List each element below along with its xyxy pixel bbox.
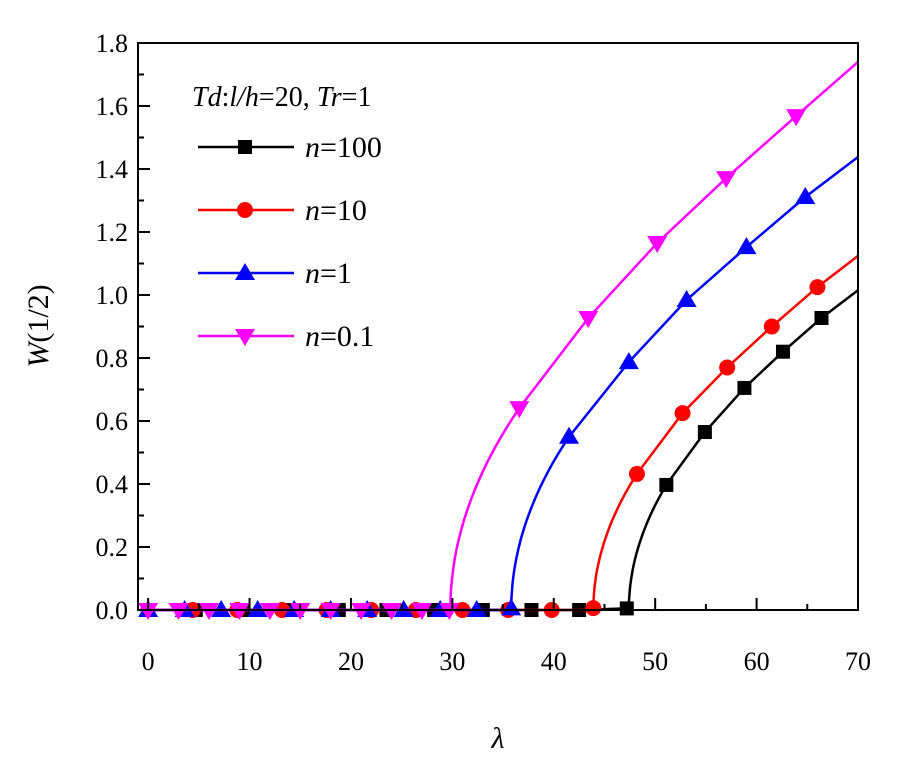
data-point [381,603,402,620]
data-point [259,603,280,620]
data-point [736,237,757,255]
data-point [697,425,712,440]
series-line-1 [140,254,859,612]
annotation: Td:l/h=20, Tr=1 [192,82,371,113]
legend-label: n=10 [305,194,367,227]
legend-label: n=1 [305,257,352,290]
data-point [168,603,189,620]
data-point [411,603,432,620]
data-point [320,603,341,620]
y-tick-label: 1.4 [96,155,129,184]
data-point [247,600,268,617]
data-point [814,310,829,325]
data-point [198,603,219,620]
x-tick-label: 20 [338,647,364,676]
plot-frame [137,42,859,611]
data-point [138,603,159,620]
data-point [674,405,691,422]
x-tick-label: 70 [845,647,871,676]
data-point [466,600,487,617]
y-axis-label: W(1/2) [22,284,55,367]
y-tick-label: 0.0 [96,596,129,625]
data-point [659,477,674,492]
data-point [351,603,372,620]
data-point [619,601,634,616]
legend-marker [235,263,255,280]
y-tick-label: 1.0 [96,281,129,310]
legend-label: n=0.1 [305,320,374,353]
data-point [676,290,697,308]
data-point [558,426,579,444]
x-tick-label: 10 [237,647,263,676]
x-axis-label: λ [491,722,505,755]
data-point [775,344,790,359]
data-point [211,600,232,617]
y-tick-label: 1.2 [96,218,129,247]
x-tick-label: 40 [541,647,567,676]
data-point [647,236,668,254]
data-point [786,109,807,127]
data-point [290,603,311,620]
data-point [716,171,737,189]
y-tick-label: 1.6 [96,92,129,121]
legend-marker [238,140,252,154]
x-axis: 0 10 20 30 40 50 60 70 [142,598,871,676]
y-tick-label: 1.8 [96,29,129,58]
x-tick-label: 50 [642,647,668,676]
data-point [439,603,460,620]
x-tick-label: 60 [744,647,770,676]
legend-marker [235,329,255,346]
data-point [628,465,645,482]
y-tick-label: 0.2 [96,533,129,562]
data-point [509,401,530,419]
data-point [585,600,602,617]
y-tick-label: 0.4 [96,470,129,499]
data-point [737,380,752,395]
data-point [763,318,780,335]
data-point [719,359,736,376]
legend: n=100 n=10 n=1 n=0.1 [198,131,382,353]
y-axis: 0.0 0.2 0.4 0.6 0.8 1.0 1.2 1.4 1.6 1.8 [96,29,150,625]
data-point [578,310,599,328]
y-tick-label: 0.6 [96,407,129,436]
data-point [795,187,816,205]
data-point [618,352,639,370]
legend-label: n=100 [305,131,382,164]
data-point [809,279,826,296]
y-tick-label: 0.8 [96,344,129,373]
legend-marker [237,202,253,218]
data-point [229,603,250,620]
data-point [501,598,522,616]
data-point [393,600,414,617]
x-tick-label: 30 [439,647,465,676]
x-tick-label: 0 [142,647,155,676]
